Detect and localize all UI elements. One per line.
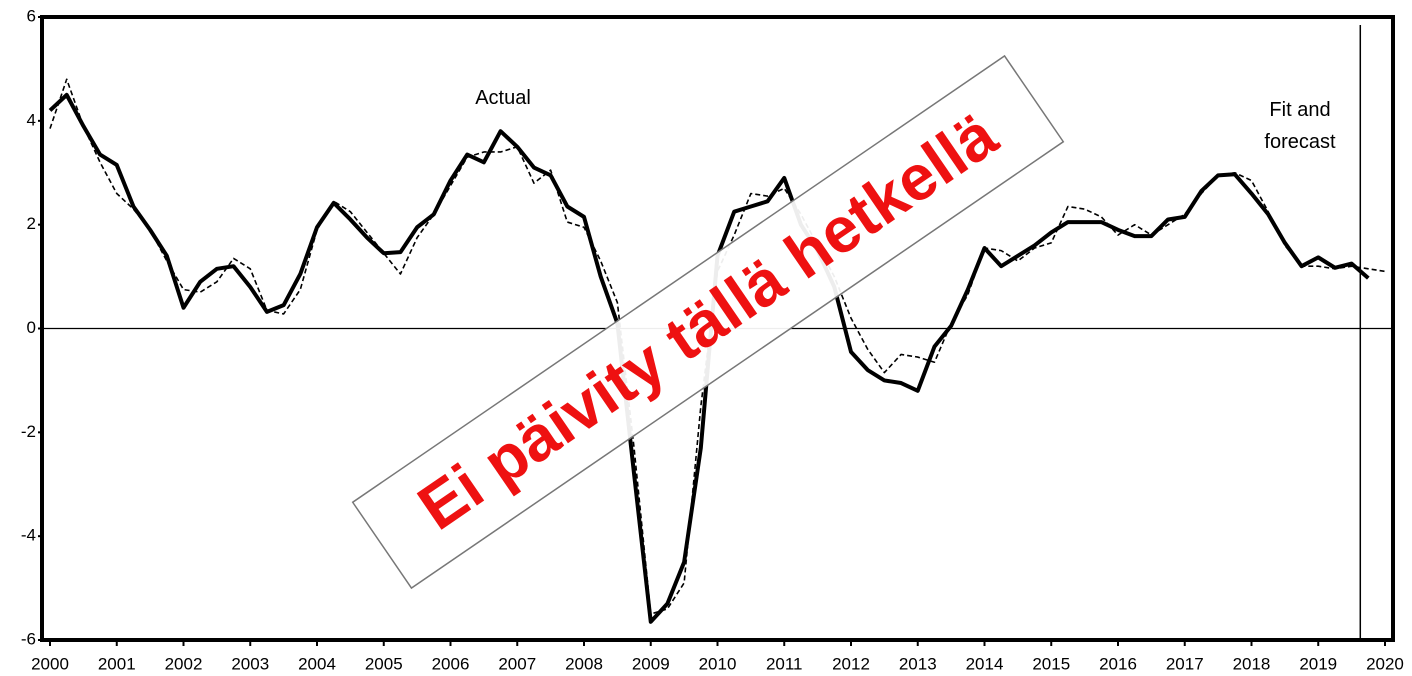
x-tick-label: 2014 (966, 654, 1004, 673)
y-tick-label: 2 (27, 214, 36, 233)
x-tick-label: 2009 (632, 654, 670, 673)
annotation: Fit and forecast (1264, 99, 1336, 153)
x-tick-label: 2016 (1099, 654, 1137, 673)
x-tick-label: 2020 (1366, 654, 1404, 673)
x-tick-label: 2002 (165, 654, 203, 673)
y-tick-label: -6 (21, 629, 36, 648)
y-tick-label: -4 (21, 526, 36, 545)
x-tick-label: 2011 (766, 654, 803, 673)
x-tick-label: 2000 (31, 654, 69, 673)
x-tick-label: 2015 (1032, 654, 1070, 673)
x-tick-label: 2012 (832, 654, 870, 673)
stamp-box (351, 54, 1065, 590)
x-tick-label: 2017 (1166, 654, 1204, 673)
x-tick-label: 2019 (1299, 654, 1337, 673)
x-tick-label: 2007 (498, 654, 536, 673)
x-tick-label: 2003 (231, 654, 269, 673)
y-tick-label: 0 (27, 318, 36, 337)
plot-frame (40, 15, 1395, 642)
x-tick-label: 2001 (98, 654, 136, 673)
annotation: Actual (475, 87, 531, 109)
x-tick-label: 2006 (432, 654, 470, 673)
x-tick-label: 2005 (365, 654, 403, 673)
y-tick-label: -2 (21, 422, 36, 441)
x-tick-label: 2008 (565, 654, 603, 673)
x-tick-label: 2018 (1233, 654, 1271, 673)
series-line (49, 78, 1386, 615)
y-tick-label: 4 (27, 110, 36, 129)
x-tick-label: 2010 (699, 654, 737, 673)
y-tick-label: 6 (27, 6, 36, 25)
x-tick-label: 2004 (298, 654, 336, 673)
x-tick-label: 2013 (899, 654, 937, 673)
stamp: Ei päivity tällä hetkellä (351, 54, 1065, 590)
stamp-text: Ei päivity tällä hetkellä (405, 98, 1010, 543)
